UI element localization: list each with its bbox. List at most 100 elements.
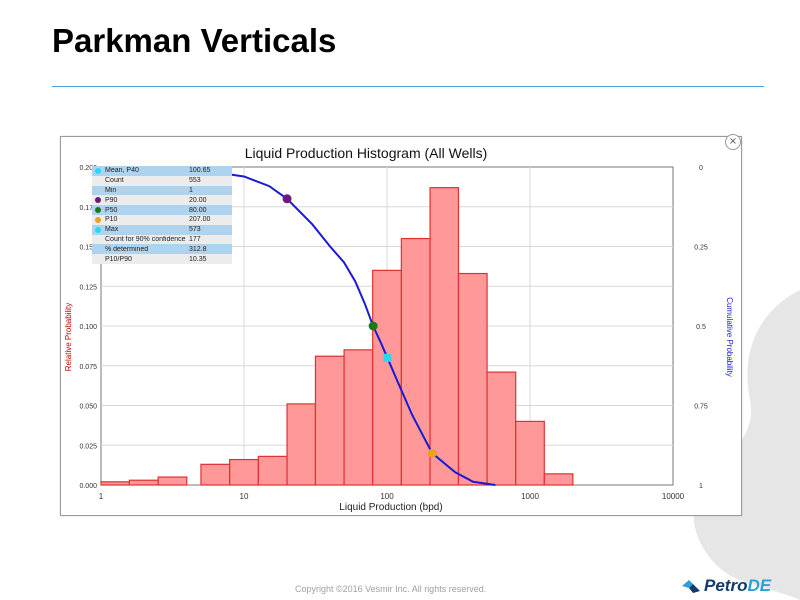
stats-row: Max 573 <box>92 224 232 235</box>
stats-marker-icon <box>95 246 101 252</box>
copyright-text: Copyright ©2016 Vesmir Inc. All rights r… <box>295 584 487 594</box>
stats-marker-icon <box>95 256 101 262</box>
stats-label: Count for 90% confidence <box>105 235 186 243</box>
stats-marker-icon <box>95 207 101 214</box>
stats-value: 573 <box>189 226 201 234</box>
percentile-marker <box>282 194 292 204</box>
y-tick-label: 0.050 <box>79 404 97 411</box>
y-tick-label: 0.125 <box>79 284 97 291</box>
stats-value: 312.8 <box>189 245 207 253</box>
stats-marker-icon <box>95 216 101 223</box>
histogram-chart: Liquid Production Histogram (All Wells) … <box>64 145 734 513</box>
stats-marker-icon <box>95 187 101 193</box>
x-tick-label: 1000 <box>521 492 539 501</box>
stats-row: % determined 312.8 <box>92 244 232 255</box>
stats-label: P90 <box>105 196 118 204</box>
y-tick-label: 0.025 <box>79 443 97 450</box>
histogram-bar <box>128 479 159 486</box>
stats-label: Max <box>105 226 119 234</box>
histogram-bar <box>543 473 574 486</box>
y2-tick-label: 0.5 <box>696 324 706 331</box>
slide-title: Parkman Verticals <box>52 22 337 59</box>
y2-tick-label: 0.25 <box>694 245 708 252</box>
y-tick-label: 0.000 <box>79 483 97 490</box>
y-axis-label: Relative Probability <box>64 303 73 371</box>
y-tick-label: 0.075 <box>79 364 97 371</box>
stats-value: 100.65 <box>189 167 211 175</box>
mean-marker <box>383 353 392 362</box>
percentile-marker <box>368 321 378 331</box>
close-chart-button[interactable]: × <box>725 134 741 150</box>
stats-label: P50 <box>105 206 118 214</box>
logo-mark-icon <box>682 580 700 593</box>
histogram-bar <box>286 403 317 486</box>
stats-marker-icon <box>95 236 101 242</box>
stats-label: P10/P90 <box>105 255 132 263</box>
chart-title: Liquid Production Histogram (All Wells) <box>245 145 488 161</box>
stats-value: 207.00 <box>189 216 211 224</box>
axes: 1 10 100 1000 100000.0000.0250.0500.0750.100… <box>79 165 707 501</box>
stats-row: P10/P90 10.35 <box>92 254 232 264</box>
histogram-bar <box>257 455 288 486</box>
logo-text-de: DE <box>747 576 772 595</box>
stats-row: P50 80.00 <box>92 205 232 215</box>
title-divider <box>52 86 764 87</box>
y-tick-label: 0.100 <box>79 324 97 331</box>
x-tick-label: 100 <box>380 492 394 501</box>
stats-row: P10 207.00 <box>92 214 232 225</box>
stats-marker-icon <box>95 167 101 174</box>
x-tick-label: 1 <box>99 492 104 501</box>
y2-tick-label: 1 <box>699 483 703 490</box>
stats-label: Count <box>105 177 124 185</box>
stats-row: Min 1 <box>92 185 232 196</box>
y-tick-label: 0.200 <box>79 165 97 172</box>
stats-label: Min <box>105 186 117 194</box>
stats-label: Mean, P40 <box>105 167 139 175</box>
statistics-table: Mean, P40 100.65 Count 553 Min 1 P90 20.00 P50 80… <box>92 166 232 264</box>
cumulative-line <box>100 166 496 486</box>
histogram-bar <box>229 458 259 486</box>
stats-marker-icon <box>95 197 101 204</box>
stats-value: 553 <box>189 177 201 185</box>
histogram-bar <box>372 269 402 486</box>
chart-panel: Liquid Production Histogram (All Wells) … <box>60 136 742 516</box>
y2-tick-label: 0.75 <box>694 404 708 411</box>
histogram-bar <box>429 187 460 486</box>
stats-value: 10.35 <box>189 255 207 263</box>
y-tick-label: 0.150 <box>79 245 97 252</box>
cumulative-curve <box>100 166 496 486</box>
stats-label: % determined <box>105 245 149 253</box>
x-tick-label: 10 <box>240 492 249 501</box>
stats-value: 177 <box>189 235 201 243</box>
percentile-marker <box>427 448 437 458</box>
logo-text: PetroDE <box>704 576 771 596</box>
x-axis-label: Liquid Production (bpd) <box>339 502 442 513</box>
stats-value: 1 <box>189 186 193 194</box>
y2-axis-label: Cumulative Probability <box>725 297 734 377</box>
histogram-bar <box>400 237 431 486</box>
histogram-bars <box>100 187 574 486</box>
histogram-bar <box>486 371 517 486</box>
stats-row: Count for 90% confidence 177 <box>92 234 232 245</box>
y2-tick-label: 0 <box>699 165 703 172</box>
stats-row: Mean, P40 100.65 <box>92 166 232 176</box>
stats-value: 80.00 <box>189 206 207 214</box>
stats-value: 20.00 <box>189 196 207 204</box>
histogram-bar <box>457 272 488 486</box>
logo-text-petro: Petro <box>704 576 748 595</box>
stats-label: P10 <box>105 216 118 224</box>
histogram-bar <box>157 476 188 486</box>
decorative-background-shape <box>693 290 800 600</box>
histogram-bar <box>314 355 345 486</box>
histogram-bar <box>515 420 545 486</box>
histogram-bar <box>343 349 374 486</box>
histogram-bar <box>100 481 131 486</box>
stats-marker-icon <box>95 226 101 233</box>
stats-row: Count 553 <box>92 175 232 186</box>
x-tick-label: 10000 <box>662 492 685 501</box>
y-tick-label: 0.175 <box>79 205 97 212</box>
stats-marker-icon <box>95 178 101 184</box>
petrode-logo: PetroDE <box>680 576 771 596</box>
histogram-bar <box>200 463 231 486</box>
stats-row: P90 20.00 <box>92 195 232 206</box>
